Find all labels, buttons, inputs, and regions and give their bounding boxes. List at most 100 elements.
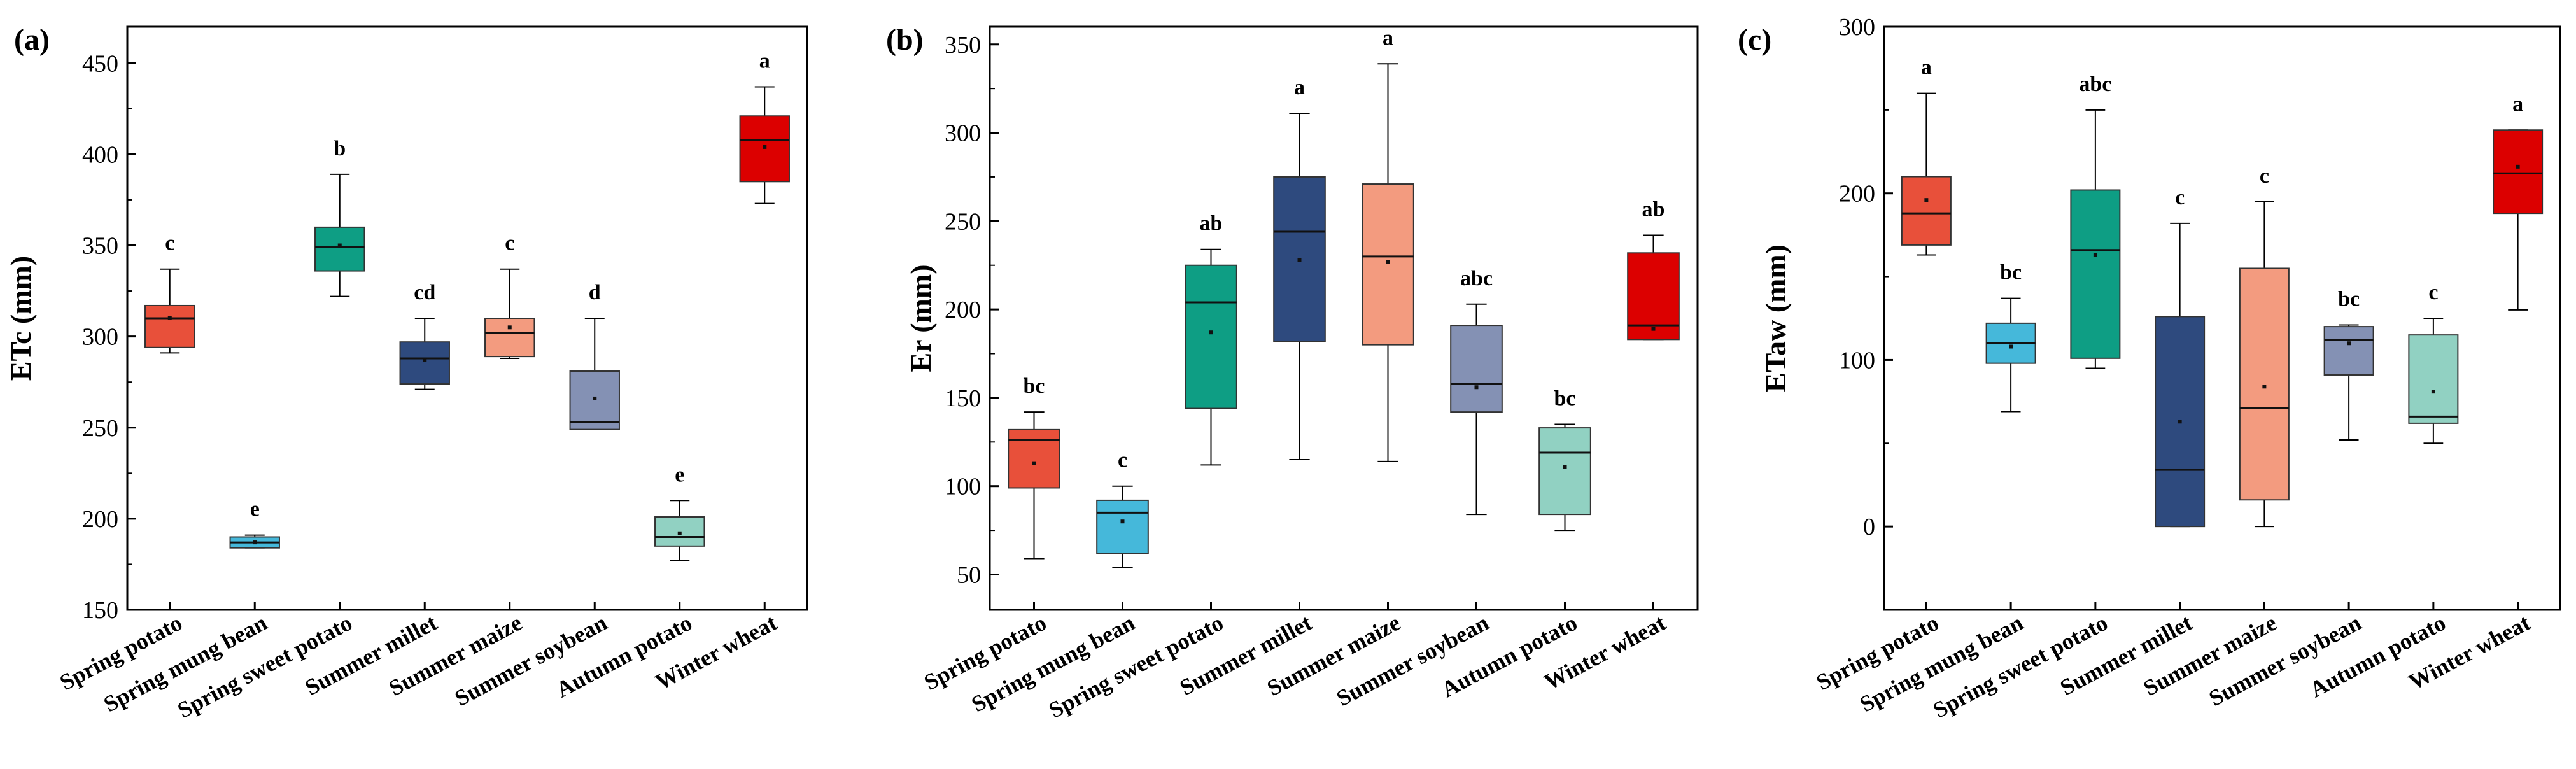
significance-letter: a: [1294, 76, 1305, 99]
y-axis-title: ETc (mm): [4, 256, 37, 381]
box-6: abc: [1450, 267, 1503, 516]
mean-marker: [593, 396, 597, 400]
mean-marker: [2347, 341, 2351, 346]
box-4: cd: [399, 281, 450, 390]
box-body: [2070, 189, 2121, 359]
significance-letter: cd: [414, 281, 435, 304]
box-3: b: [314, 137, 365, 297]
y-tick-label: 350: [82, 233, 118, 260]
box-body: [1008, 428, 1060, 489]
panel-1: (a)ETc (mm)150200250300350400450cSpring …: [4, 23, 808, 723]
mean-marker: [423, 358, 427, 362]
significance-letter: ab: [1642, 198, 1665, 222]
significance-letter: d: [589, 281, 601, 304]
mean-marker: [677, 531, 682, 535]
mean-marker: [2262, 384, 2267, 389]
mean-marker: [763, 145, 767, 149]
mean-marker: [2178, 420, 2182, 424]
box-body: [2493, 129, 2544, 215]
significance-letter: c: [2260, 164, 2269, 188]
significance-letter: a: [1383, 26, 1393, 50]
box-8: ab: [1627, 198, 1680, 341]
plot-frame: [1883, 25, 2561, 611]
box-5: c: [484, 232, 535, 359]
y-tick-label: 200: [1839, 181, 1875, 208]
y-tick-label: 150: [82, 597, 118, 624]
significance-letter: c: [2175, 186, 2185, 209]
box-1: a: [1901, 56, 1952, 256]
box-body: [1538, 427, 1591, 516]
box-8: a: [739, 49, 790, 204]
panel-label: (c): [1738, 23, 1771, 57]
box-body: [2408, 334, 2459, 424]
mean-marker: [1474, 385, 1479, 390]
box-body: [1450, 325, 1503, 413]
box-7: c: [2408, 281, 2459, 444]
y-tick-label: 300: [945, 120, 981, 147]
box-body: [484, 318, 535, 358]
box-body: [314, 226, 365, 272]
mean-marker: [2431, 390, 2435, 394]
significance-letter: bc: [1024, 374, 1045, 398]
box-body: [1627, 252, 1680, 341]
plot-frame: [989, 25, 1699, 611]
box-5: a: [1362, 26, 1414, 462]
box-3: ab: [1185, 212, 1237, 466]
mean-marker: [2093, 253, 2097, 257]
box-1: c: [144, 232, 195, 354]
mean-marker: [1651, 327, 1656, 331]
plot-frame: [126, 25, 808, 611]
mean-marker: [1563, 465, 1567, 469]
mean-marker: [1924, 198, 1929, 202]
mean-marker: [1209, 330, 1213, 335]
mean-marker: [2009, 344, 2013, 349]
significance-letter: ab: [1200, 212, 1223, 236]
y-tick-label: 100: [945, 474, 981, 500]
mean-marker: [1120, 519, 1125, 524]
mean-marker: [2516, 164, 2520, 169]
significance-letter: abc: [2079, 73, 2111, 96]
significance-letter: b: [334, 137, 346, 160]
box-3: abc: [2070, 73, 2121, 369]
panel-label: (b): [886, 23, 924, 57]
mean-marker: [253, 540, 257, 545]
significance-letter: c: [1118, 449, 1127, 472]
box-body: [2323, 326, 2374, 376]
panel-label: (a): [14, 23, 50, 57]
y-tick-label: 300: [82, 324, 118, 351]
box-body: [1901, 176, 1952, 246]
mean-marker: [507, 325, 512, 330]
y-tick-label: 400: [82, 141, 118, 168]
y-tick-label: 350: [945, 32, 981, 59]
mean-marker: [167, 316, 172, 320]
box-4: c: [2155, 186, 2206, 528]
y-tick-label: 50: [957, 561, 981, 588]
box-6: d: [569, 281, 620, 430]
y-tick-label: 250: [945, 208, 981, 235]
significance-letter: a: [759, 49, 770, 73]
box-7: e: [654, 463, 705, 561]
box-7: bc: [1538, 387, 1591, 532]
mean-marker: [1386, 260, 1390, 264]
box-4: a: [1273, 76, 1326, 461]
x-tick-label: Summer soybean: [1332, 610, 1493, 711]
significance-letter: bc: [2338, 287, 2360, 311]
significance-letter: c: [505, 232, 514, 255]
y-tick-label: 300: [1839, 14, 1875, 41]
box-body: [1362, 183, 1414, 346]
y-axis-title: ETaw (mm): [1759, 244, 1792, 392]
x-tick-label: Summer soybean: [451, 610, 611, 711]
significance-letter: e: [675, 463, 684, 486]
box-1: bc: [1008, 374, 1060, 560]
box-2: c: [1096, 449, 1149, 568]
box-body: [144, 304, 195, 348]
y-tick-label: 100: [1839, 347, 1875, 374]
significance-letter: abc: [1460, 267, 1493, 290]
box-body: [2239, 267, 2290, 501]
y-tick-label: 450: [82, 50, 118, 77]
box-body: [1096, 499, 1149, 554]
significance-letter: a: [1921, 56, 1932, 80]
y-tick-label: 200: [82, 506, 118, 533]
